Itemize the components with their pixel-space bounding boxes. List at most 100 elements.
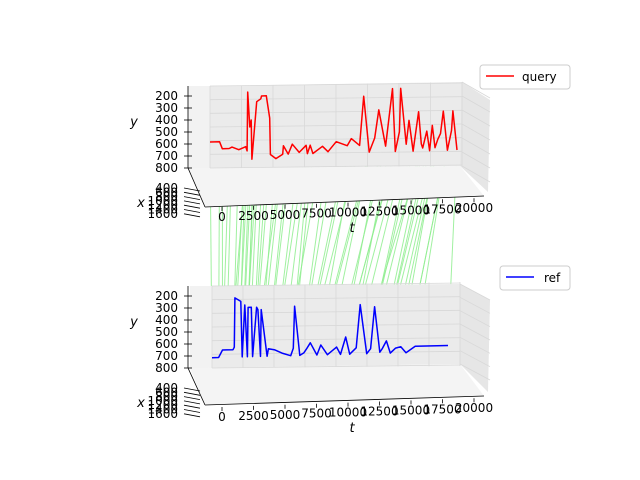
t-tick-label: 2500 (238, 209, 269, 223)
x-tick-label: 800 (155, 190, 178, 204)
grid-line (461, 109, 491, 127)
t-tick-label: 0 (218, 410, 226, 424)
grid-line (209, 96, 463, 101)
x-tick (183, 196, 201, 200)
x-tick-label: 1600 (147, 207, 178, 221)
t-tick-label: 7500 (301, 407, 332, 421)
x-tick-label: 1000 (147, 394, 178, 408)
query-legend: query (479, 64, 571, 90)
grid-line (209, 164, 463, 169)
query-series-line (209, 87, 458, 160)
grid-line (461, 151, 491, 169)
y-axis-label: y (129, 115, 138, 130)
grid-line (211, 309, 461, 314)
query-legend-label: query (522, 70, 557, 84)
x-axis-label: x (136, 396, 145, 411)
x-tick (183, 187, 201, 192)
x-tick-label: 1600 (147, 407, 178, 421)
grid-line (461, 81, 491, 99)
grid-line (461, 165, 491, 183)
t-tick-label: 15000 (392, 403, 430, 417)
x-tick (183, 387, 201, 392)
y-tick-label: 400 (155, 313, 178, 327)
grid-line (459, 350, 491, 368)
t-tick-label: 10000 (329, 406, 367, 420)
x-tick (183, 204, 201, 209)
x-tick (183, 200, 201, 205)
grid-line (459, 336, 491, 354)
t-tick-label: 7500 (301, 207, 332, 221)
t-tick-label: 5000 (270, 408, 301, 422)
grid-line (459, 363, 491, 381)
grid-line (211, 364, 461, 369)
left-pane (188, 86, 210, 168)
ref-series-line (211, 297, 449, 359)
y-axis-label: y (129, 315, 138, 330)
grid-line (461, 137, 491, 155)
floor-pane (190, 364, 484, 405)
x-tick (183, 409, 201, 413)
x-tick-label: 800 (155, 390, 178, 404)
grid-line (211, 323, 461, 328)
y-tick-label: 200 (155, 289, 178, 303)
t-axis-spine (204, 195, 485, 208)
x-tick (183, 400, 201, 405)
grid-line (209, 82, 463, 87)
x-tick (183, 191, 201, 196)
t-tick-label: 20000 (455, 201, 493, 215)
t-tick-label: 17500 (423, 202, 461, 216)
left-pane (190, 286, 212, 368)
x-tick (183, 404, 201, 409)
x-tick-label: 600 (155, 185, 178, 199)
x-axis-spine (187, 367, 206, 406)
t-tick-label: 15000 (392, 203, 430, 217)
query-3d-panel: 200300400500600700800y400600800100012001… (129, 81, 493, 236)
x-axis-spine (187, 167, 206, 208)
ref-legend: ref (499, 265, 571, 291)
x-tick-label: 400 (155, 181, 178, 195)
ref-legend-label: ref (544, 271, 561, 285)
y-tick-label: 400 (155, 113, 178, 127)
t-tick-label: 17500 (423, 402, 461, 416)
side-pane (460, 284, 490, 392)
grid-line (459, 310, 491, 328)
x-tick-label: 1200 (147, 398, 178, 412)
x-axis-label: x (136, 196, 145, 211)
y-tick-label: 300 (155, 101, 178, 115)
t-tick-label: 10000 (329, 206, 367, 220)
y-tick-label: 500 (155, 325, 178, 339)
x-tick-label: 1400 (147, 203, 178, 217)
grid-line (459, 323, 491, 341)
grid-line (209, 109, 463, 114)
y-tick-label: 200 (155, 89, 178, 103)
t-axis-spine (204, 395, 485, 406)
y-tick-label: 600 (155, 337, 178, 351)
grid-line (461, 123, 491, 141)
x-tick (183, 391, 201, 396)
t-tick-label: 12500 (360, 205, 398, 219)
x-tick (183, 209, 201, 213)
y-tick-label: 800 (155, 161, 178, 175)
floor-pane (188, 166, 484, 207)
x-tick-label: 1200 (147, 198, 178, 212)
grid-line (461, 95, 491, 113)
t-tick-label: 2500 (238, 409, 269, 423)
side-pane (460, 82, 490, 192)
y-tick-label: 700 (155, 349, 178, 363)
ref-3d-panel: 200300400500600700800y400600800100012001… (129, 282, 493, 436)
t-tick-label: 0 (218, 210, 226, 224)
t-tick-label: 12500 (360, 405, 398, 419)
x-tick-label: 600 (155, 385, 178, 399)
y-tick-label: 300 (155, 301, 178, 315)
t-tick-label: 5000 (270, 208, 301, 222)
y-tick-label: 600 (155, 137, 178, 151)
grid-line (459, 296, 491, 314)
x-tick-label: 1000 (147, 194, 178, 208)
x-tick-label: 1400 (147, 403, 178, 417)
t-axis-label: t (349, 221, 355, 236)
x-tick (183, 396, 201, 400)
y-tick-label: 700 (155, 149, 178, 163)
grid-line (211, 296, 461, 301)
t-axis-label: t (349, 421, 355, 436)
